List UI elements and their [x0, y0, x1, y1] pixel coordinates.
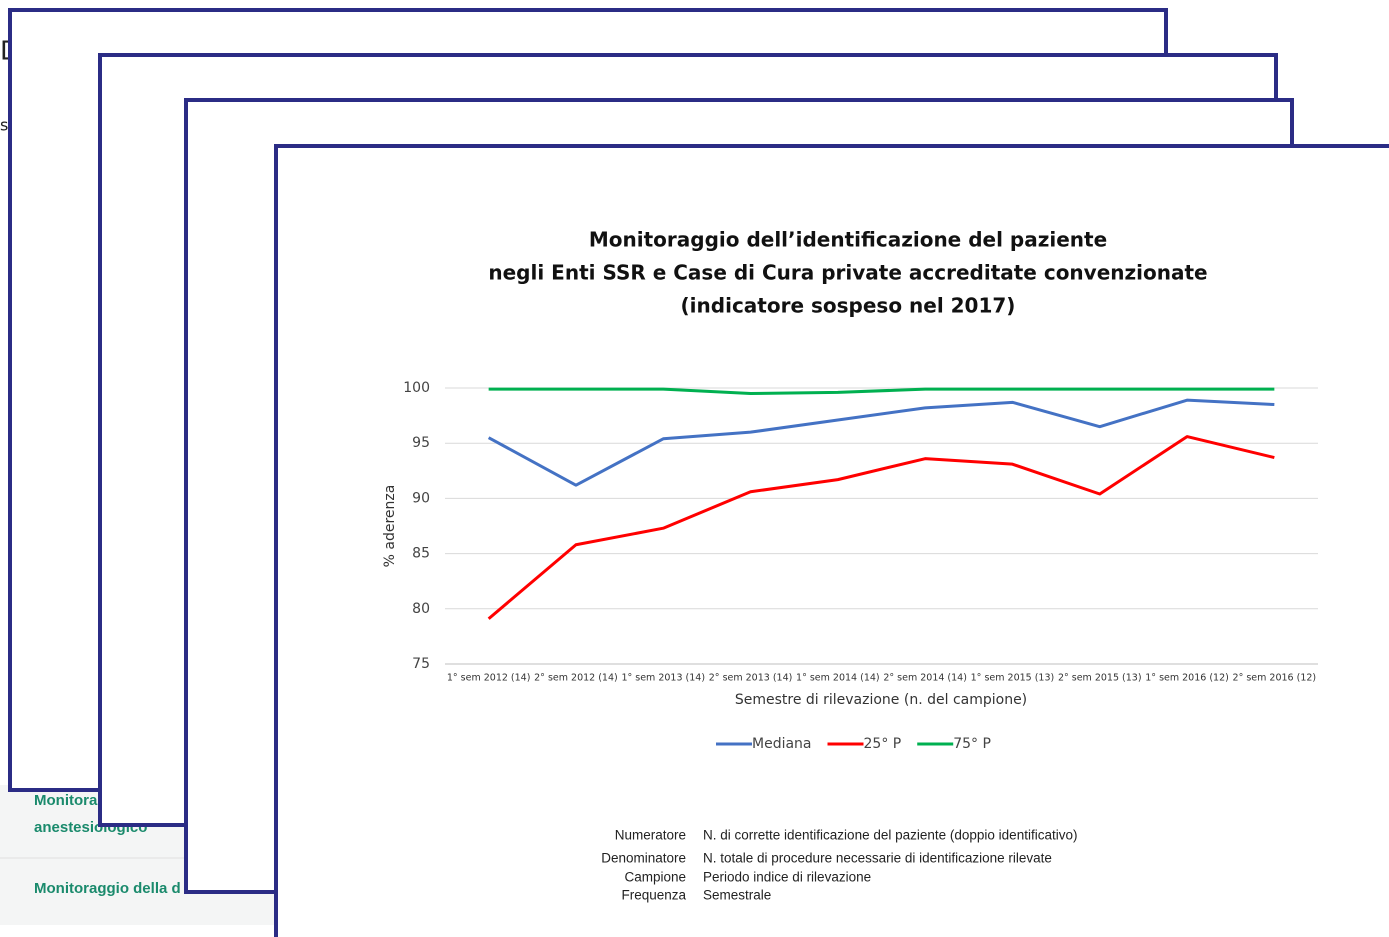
- definition-label: Denominatore: [601, 851, 686, 866]
- legend-label: Mediana: [752, 736, 812, 752]
- text-fragment: s: [0, 116, 8, 135]
- chart: Monitoraggio dell’identificazione del pa…: [382, 228, 1318, 752]
- definition-value: N. di corrette identificazione del pazie…: [703, 828, 1077, 843]
- definition-label: Frequenza: [621, 888, 686, 903]
- x-tick-label: 1° sem 2015 (13): [971, 673, 1055, 684]
- legend-label: 75° P: [953, 736, 991, 752]
- x-axis-label: Semestre di rilevazione (n. del campione…: [735, 692, 1027, 708]
- definition-value: N. totale di procedure necessarie di ide…: [703, 851, 1052, 866]
- data-line: [488, 387, 1275, 396]
- chart-title: negli Enti SSR e Case di Cura private ac…: [488, 261, 1207, 285]
- y-tick-label: 90: [412, 490, 430, 506]
- y-tick-label: 80: [412, 601, 430, 617]
- chart-title: Monitoraggio dell’identificazione del pa…: [589, 228, 1107, 252]
- y-axis-label: % aderenza: [382, 485, 398, 568]
- y-tick-label: 85: [412, 546, 430, 562]
- definition-label: Campione: [624, 870, 686, 885]
- x-tick-label: 1° sem 2012 (14): [447, 673, 531, 684]
- y-tick-label: 95: [412, 435, 430, 451]
- window: [274, 144, 1389, 937]
- y-tick-label: 100: [403, 380, 430, 396]
- x-tick-label: 2° sem 2016 (12): [1233, 673, 1317, 684]
- definition-value: Semestrale: [703, 888, 771, 903]
- definition-value: Periodo indice di rilevazione: [703, 870, 871, 885]
- x-tick-label: 1° sem 2014 (14): [796, 673, 880, 684]
- data-line: [487, 398, 1275, 487]
- x-tick-label: 2° sem 2014 (14): [883, 673, 967, 684]
- x-tick-label: 2° sem 2015 (13): [1058, 673, 1142, 684]
- x-tick-label: 2° sem 2012 (14): [534, 673, 618, 684]
- chart-title: (indicatore sospeso nel 2017): [681, 294, 1016, 318]
- x-tick-label: 1° sem 2013 (14): [621, 673, 705, 684]
- x-tick-label: 2° sem 2013 (14): [709, 673, 793, 684]
- list-item[interactable]: Monitoraggio della d: [34, 880, 181, 897]
- data-line: [487, 435, 1275, 620]
- definition-label: Numeratore: [615, 828, 686, 843]
- list-item[interactable]: Monitora: [34, 792, 98, 809]
- y-tick-label: 75: [412, 656, 430, 672]
- legend-label: 25° P: [864, 736, 902, 752]
- x-tick-label: 1° sem 2016 (12): [1145, 673, 1229, 684]
